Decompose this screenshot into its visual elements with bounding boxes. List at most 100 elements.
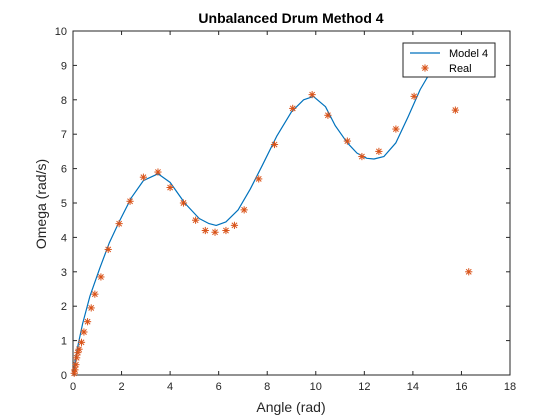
x-tick-label: 10 [310,381,322,393]
data-point-real [73,354,81,362]
x-tick-label: 14 [407,381,419,393]
x-tick-label: 2 [118,381,124,393]
data-point-real [211,228,219,236]
data-point-real [83,318,92,326]
marker-stroke [74,349,81,356]
y-tick-label: 5 [61,198,67,210]
marker-stroke [84,318,91,325]
marker-stroke [231,222,238,229]
data-point-real [451,106,459,114]
marker-stroke [116,220,123,227]
y-tick-label: 3 [61,267,67,279]
marker-stroke [78,339,85,346]
marker-stroke [155,169,161,175]
marker-stroke [76,346,83,353]
marker-stroke [180,200,187,206]
marker-stroke [73,354,80,361]
data-point-real [201,226,209,235]
marker-stroke [422,65,428,71]
y-axis-label: Omega (rad/s) [33,159,49,249]
marker-stroke [358,153,365,160]
y-tick-label: 0 [61,370,67,382]
data-point-real [70,369,78,377]
marker-stroke [80,329,87,335]
y-tick-label: 2 [61,301,67,313]
data-point-real [465,268,473,276]
x-tick-label: 18 [504,381,516,393]
marker-stroke [97,274,104,280]
marker-stroke [202,227,209,234]
y-tick-label: 6 [61,164,67,176]
data-point-real [97,273,105,281]
y-tick-label: 9 [61,60,67,72]
y-tick-label: 8 [61,95,67,107]
data-point-real [87,304,95,312]
data-point-real [80,328,88,336]
marker-stroke [72,361,79,368]
data-point-real [192,216,200,224]
marker-stroke [344,138,351,145]
data-point-real [166,183,174,192]
plot-area [70,68,473,377]
data-point-real [139,173,148,181]
data-point-real [91,290,99,298]
legend-entry-real: Real [449,63,472,75]
marker-stroke [127,198,133,205]
data-point-real [375,147,383,155]
data-point-real [179,199,188,207]
marker-stroke [309,91,316,98]
marker-stroke [71,366,78,373]
x-axis-label: Angle (rad) [256,399,325,415]
marker-stroke [140,174,147,181]
y-tick-label: 7 [61,129,67,141]
data-point-real [392,125,400,133]
marker-stroke [71,370,78,377]
marker-stroke [192,217,199,224]
data-point-real [358,152,366,161]
x-tick-label: 4 [167,381,173,393]
data-point-real [115,220,123,228]
marker-stroke [88,304,95,311]
marker-stroke [392,126,399,132]
y-tick-label: 1 [61,336,67,348]
marker-stroke [223,227,229,234]
data-point-real [255,175,263,183]
legend-entry-model: Model 4 [449,48,488,60]
legend: Model 4 Real [402,42,496,78]
data-point-real [71,366,79,374]
data-point-real [72,361,80,369]
data-point-real [289,104,297,112]
data-point-real [104,245,112,254]
marker-stroke [271,141,278,148]
marker-stroke [105,246,112,253]
legend-marker-star [421,64,429,72]
data-point-real [270,140,279,149]
marker-stroke [212,229,218,236]
x-tick-label: 8 [264,381,270,393]
y-tick-label: 10 [55,26,67,38]
data-point-real [410,92,418,100]
chart-title: Unbalanced Drum Method 4 [198,10,383,26]
marker-stroke [324,112,331,119]
axes-box [72,30,511,376]
marker-stroke [91,291,98,298]
data-point-real [126,197,134,205]
data-point-real [75,345,83,353]
marker-stroke [375,148,382,155]
data-point-real [77,338,86,346]
marker-stroke [289,105,296,112]
marker-stroke [241,206,248,213]
y-tick-label: 4 [61,232,67,244]
marker-stroke [255,175,262,182]
marker-stroke [411,93,418,100]
marker-stroke [452,107,459,114]
data-point-real [324,111,332,119]
x-tick-label: 6 [216,381,222,393]
legend-marker-swatch [421,64,429,72]
axes-frame [72,30,511,376]
data-point-real [222,226,230,235]
marker-stroke [167,184,174,191]
